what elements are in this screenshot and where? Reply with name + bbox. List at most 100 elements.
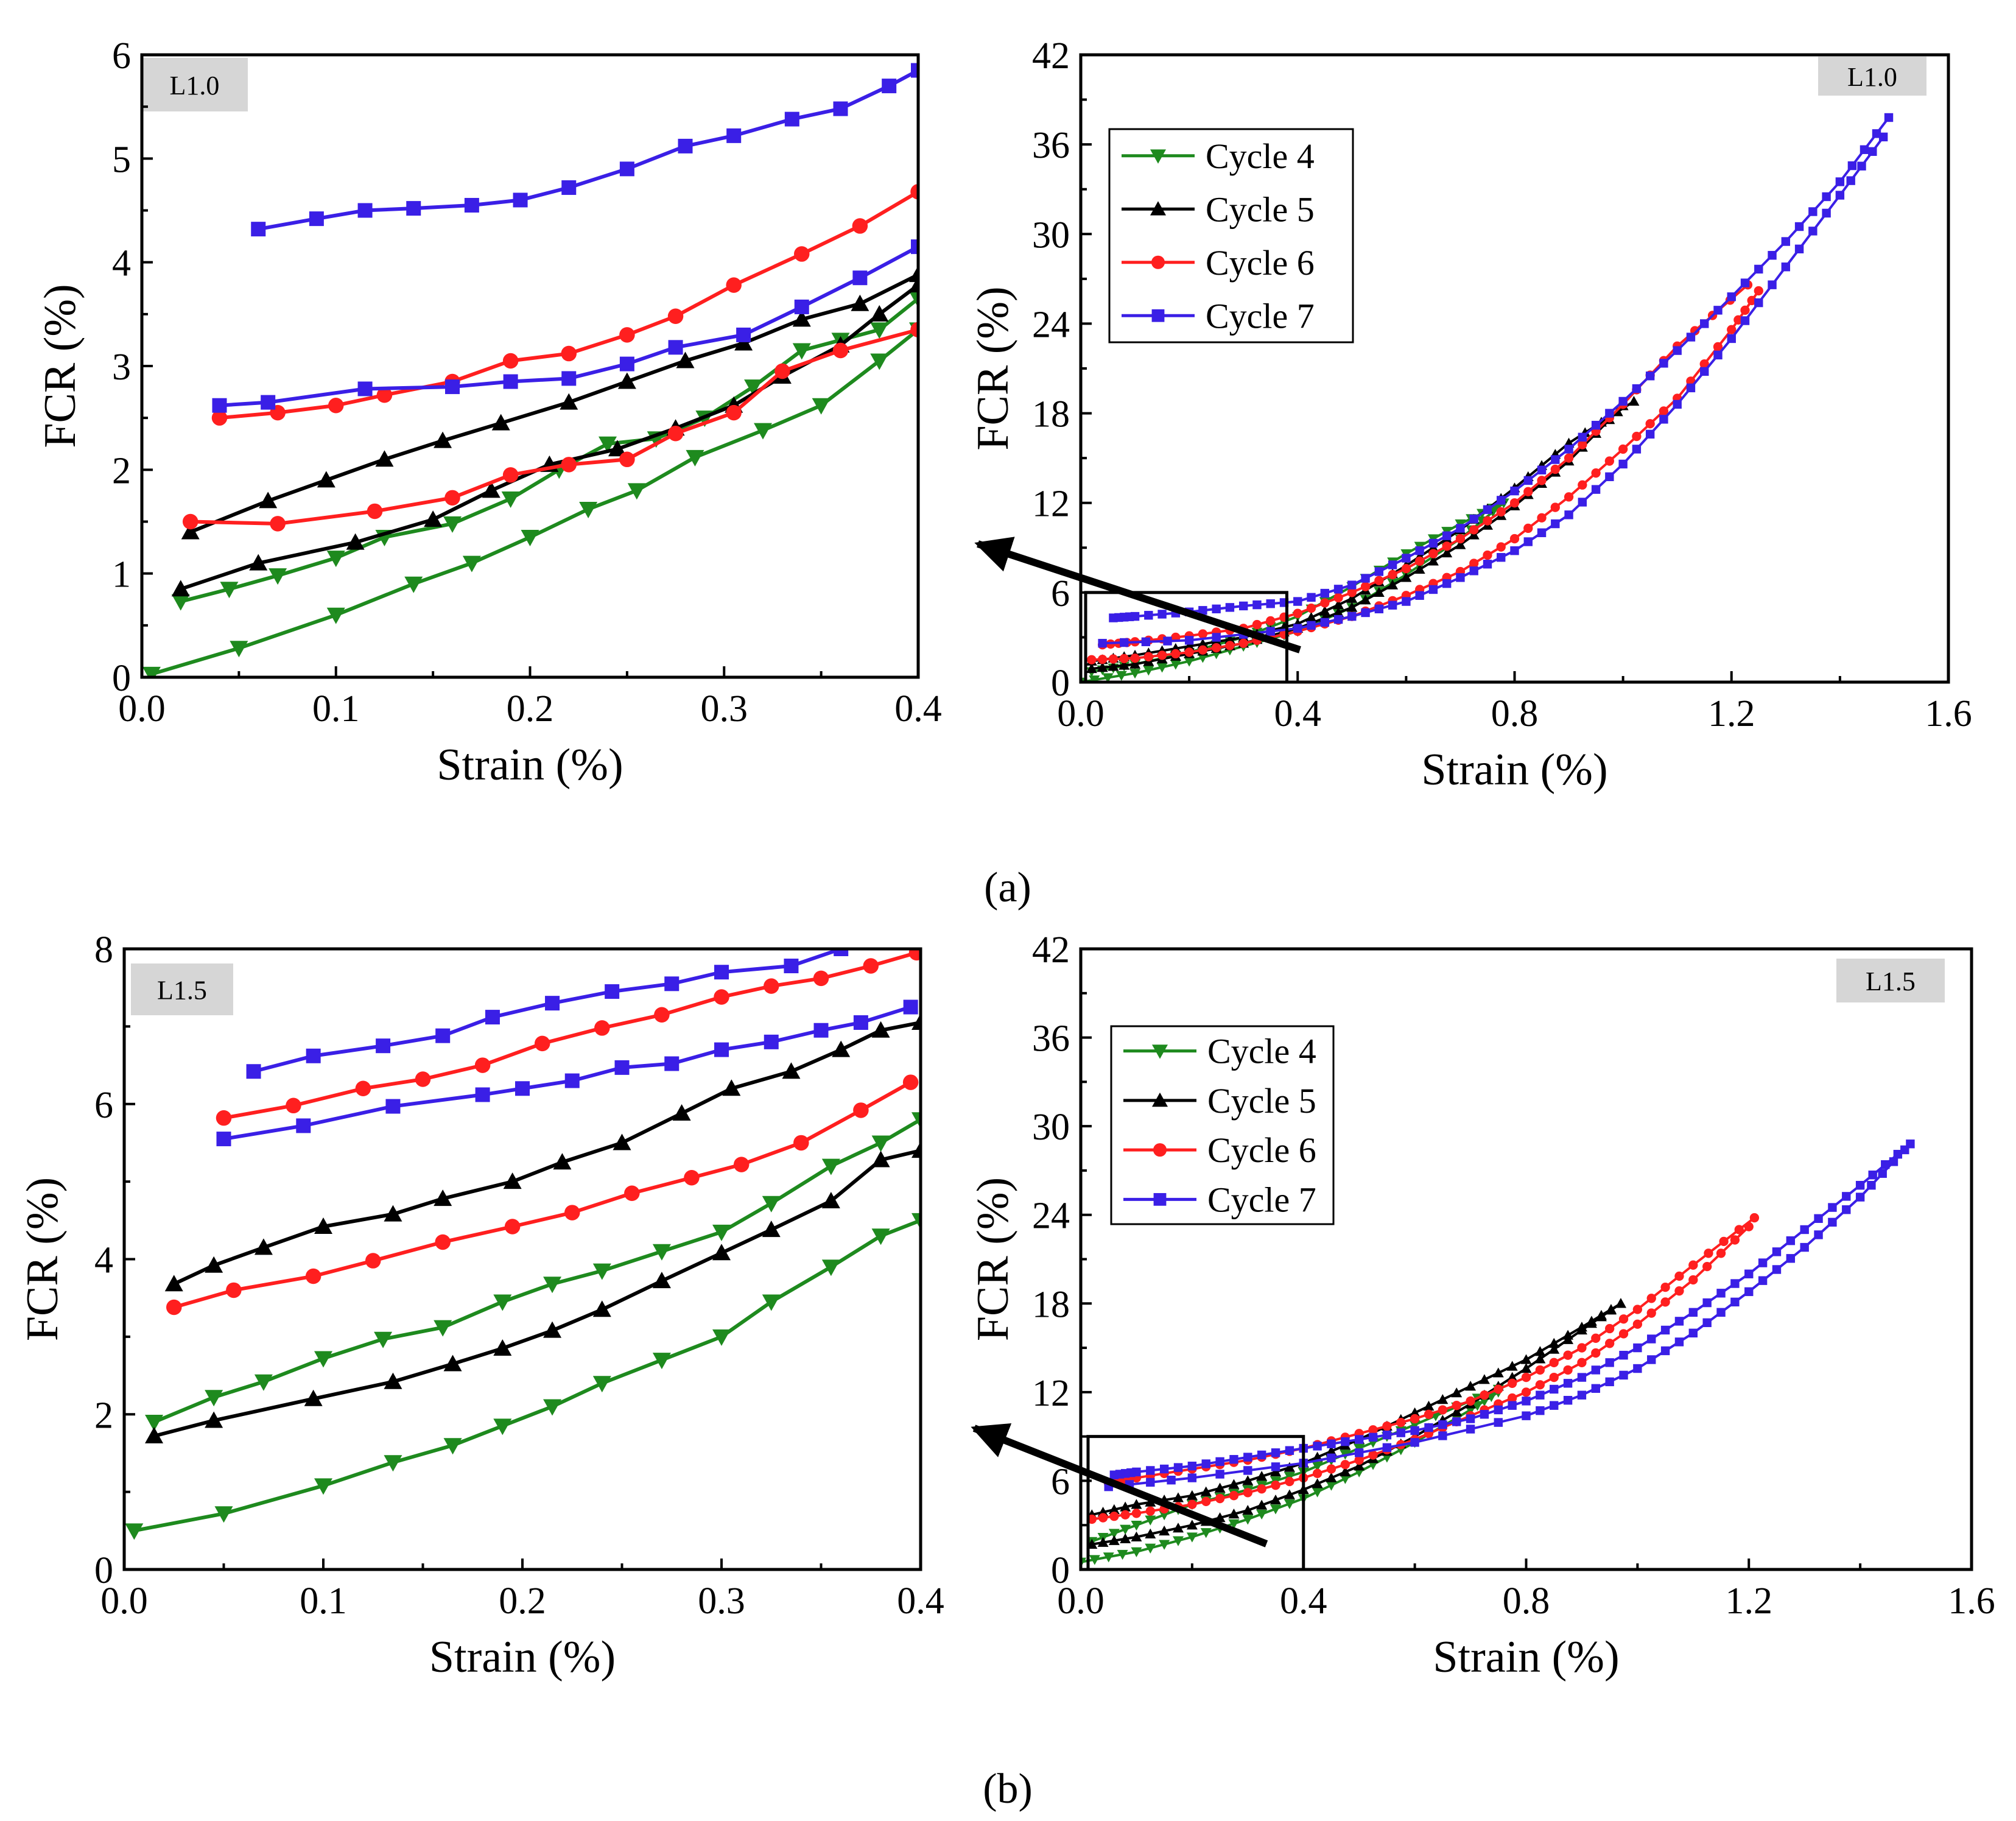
chart-a-left-series-cycle7-unloading-point [911,63,918,78]
chart-b-right-series-cycle7-unloading-point [1410,1426,1419,1435]
chart-b-right-series-cycle7-loading-point [1354,1448,1364,1457]
chart-b-right-series-cycle7-unloading-point [1396,1428,1405,1437]
chart-b-right-series-cycle6-loading-point [1326,1464,1336,1474]
chart-b-right-series-cycle4-loading-point [1159,1540,1170,1550]
chart-b-left-series-cycle4-unloading-point [592,1263,611,1280]
chart-b-left-ytick-label: 8 [94,929,113,971]
chart-b-right-series-cycle7-unloading-point [1271,1448,1280,1457]
chart-a-left-series-cycle7-unloading-point [678,138,693,153]
chart-b-right-series-cycle5-loading-point [1145,1528,1156,1538]
chart-b-right-series-cycle6-unloading-point [1396,1417,1406,1428]
chart-a-right-series-cycle7-unloading-point [1510,486,1519,496]
chart-a-left-series-cycle5-unloading-point [259,491,278,509]
chart-a-right-ytick-label: 18 [1032,394,1070,435]
chart-b-right-series-cycle6-loading-point [1605,1339,1615,1348]
chart-b-right-ylabel: FCR (%) [968,1177,1018,1341]
chart-a-right-series-cycle4-loading-point [1089,675,1100,682]
chart-a-left-series-cycle7-unloading-point [833,101,848,116]
chart-a-right-series-cycle6-loading-point [1604,456,1615,466]
chart-a-right-series-cycle4-loading-point [1115,671,1127,681]
chart-b-right-series-cycle7-unloading-point [1605,1358,1614,1367]
chart-b-left-series-cycle7-loading-point [515,1081,530,1096]
chart-a-right-series-cycle7-loading-point [1184,636,1194,645]
chart-a-right-series-cycle6-loading-point [1591,468,1601,478]
chart-b-right-series-cycle6-unloading-point [1549,1358,1559,1367]
chart-a-right-series-cycle7-unloading-point [1442,531,1452,540]
chart-b-right-series-cycle4-unloading-point [1131,1521,1142,1531]
chart-a-right-series-cycle6-loading-point [1469,558,1479,568]
chart-b-left-series-cycle6-unloading-point [813,970,829,987]
chart-b-right-series-cycle7-loading-point [1563,1396,1573,1405]
chart-a-left-series-cycle5-unloading-point [181,523,200,540]
chart-a-right-series-cycle6-unloading-point [1347,588,1357,597]
chart-b-left-series-cycle6-unloading-point [474,1057,491,1073]
chart-b-right-series-cycle6-loading-point [1591,1348,1601,1358]
chart-a-right-series-cycle7-loading-point [1347,611,1357,621]
chart-b-right-series-cycle6-loading-point [1535,1380,1545,1390]
chart-a-right-series-cycle7-loading-point [1141,637,1151,646]
chart-a-left-series-cycle4-loading-point [142,666,161,677]
chart-a-right-series-cycle6-unloading-point [1496,507,1506,517]
chart-b-right-series-cycle7-unloading-point [1536,1390,1545,1400]
chart-a-left-series-cycle7-unloading-line [258,68,918,231]
chart-b-right-tag: L1.5 [1866,967,1916,996]
chart-b-right-series-cycle5-unloading-point [1534,1346,1546,1356]
chart-a-right-series-cycle7-unloading-point [1428,538,1438,548]
chart-b-left-series-cycle7-loading-point [903,999,918,1015]
chart-a-right-series-cycle7-loading-point [1428,585,1438,594]
chart-a-right-legend-marker [1151,255,1165,269]
chart-b-right-series-cycle7-unloading-point [1229,1455,1238,1464]
chart-b-right-series-cycle5-unloading-point [1562,1330,1574,1340]
chart-a-right-series-cycle7-loading-point [1374,604,1384,614]
chart-b-right-series-cycle5-unloading-point [1586,1316,1597,1326]
chart-b-right-series-cycle6-loading-point [1187,1499,1197,1509]
chart-b-right-series-cycle5-unloading-point [1465,1381,1477,1391]
chart-a-right-series-cycle5-loading-point [1427,555,1439,566]
chart-a-right-series-cycle6-unloading-point [1320,598,1330,608]
chart-a-left-series-cycle6-loading-point [667,425,684,442]
chart-b-right-series-cycle4-loading-point [1145,1543,1156,1554]
chart-b-right-series-cycle6-unloading-point [1577,1343,1587,1353]
chart-b-right-series-cycle6-loading-point [1563,1365,1573,1375]
chart-b-right-series-cycle5-unloading-point [1548,1337,1560,1348]
chart-b-right-series-cycle7-unloading-point [1633,1343,1642,1353]
chart-b-right-series-cycle6-loading-point [1271,1481,1280,1490]
chart-a-right-series-cycle7-loading-point [1700,367,1709,376]
chart-a-right-ytick-label: 42 [1032,35,1070,77]
chart-a-left-series-cycle6-loading-point [502,467,519,483]
chart-b-right-series-cycle5-loading-point [1108,1535,1120,1545]
chart-a-right-series-cycle7-loading-point [1266,627,1275,636]
chart-b-right-xlabel: Strain (%) [1433,1632,1619,1682]
chart-b-right-series-cycle6-unloading-point [1563,1350,1573,1360]
chart-a-right-series-cycle6-unloading-point [1360,582,1371,591]
chart-b-right-ytick-label: 18 [1032,1284,1070,1325]
chart-b-left-series-cycle4-loading-point [871,1228,890,1245]
chart-b-left-series-cycle6-unloading-point [355,1080,371,1097]
chart-a-right-series-cycle7-unloading-point [1884,113,1894,122]
chart-b-right-series-cycle7-unloading-point [1438,1420,1447,1429]
chart-b-right-series-cycle5-unloading-point [1595,1309,1607,1320]
chart-b-right-ytick-label: 30 [1032,1107,1070,1148]
chart-b-left-series-cycle6-unloading-point [863,958,879,974]
chart-b-right-series-cycle7-unloading-point [1382,1431,1392,1440]
chart-a-right-series-cycle7-unloading-point [1109,613,1118,622]
chart-b-left-series-cycle5-unloading-point [832,1040,851,1057]
chart-b-right-xtick-label: 0.0 [1057,1580,1105,1622]
chart-a-right-series-cycle7-loading-point [1740,316,1750,325]
chart-b-right-series-cycle5-unloading-point [1451,1387,1463,1398]
chart-a-right-series-cycle7-unloading-point [1591,420,1601,430]
chart-b-right-series-cycle5-unloading-point [1506,1361,1518,1371]
chart-b-left-series-cycle5-unloading-point [314,1217,332,1235]
chart-a-left-series-cycle5-unloading-point [676,351,695,368]
chart-b-right-series-cycle7-unloading-point [1480,1410,1489,1419]
chart-b-left-series-cycle5-loading-point [384,1372,402,1389]
chart-b-right-series-cycle5-unloading-point [1478,1374,1490,1384]
chart-b-right-series-cycle7-unloading-point [1313,1442,1322,1451]
chart-b-left-series-cycle6-unloading-point [534,1035,550,1052]
chart-b-left-series-cycle5-unloading-point [434,1189,452,1206]
chart-b-right-tag-box [1836,959,1945,1002]
chart-a-right-xtick-label: 1.2 [1708,693,1755,734]
chart-a-right-series-cycle7-loading-point [1120,638,1129,647]
chart-b-right-series-cycle7-loading-point [1215,1470,1224,1479]
chart-b-left-series-cycle6-loading-point [902,1074,919,1090]
